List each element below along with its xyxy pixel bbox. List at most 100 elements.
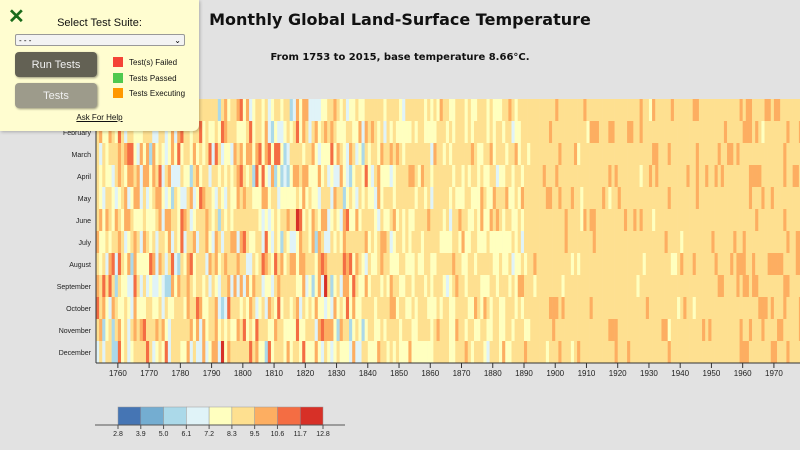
heatmap-cell [705,187,709,209]
chart-subtitle: From 1753 to 2015, base temperature 8.66… [270,52,530,63]
heatmap-cell [498,341,503,363]
heatmap-cell [299,231,303,253]
test-suite-select[interactable]: - - - ⌄ [15,34,185,46]
heatmap-cell [367,231,372,253]
heatmap-cell [720,165,725,187]
heatmap-cell [170,231,175,253]
heatmap-cell [474,165,478,187]
heatmap-cell [395,143,400,165]
heatmap-cell [136,319,141,341]
heatmap-cell [470,187,475,209]
heatmap-cell [145,209,150,231]
heatmap-cell [642,231,647,253]
heatmap-cell [645,275,650,297]
heatmap-cell [330,121,334,143]
heatmap-cell [349,165,353,187]
heatmap-cell [683,121,687,143]
heatmap-cell [614,187,619,209]
heatmap-cell [573,297,578,319]
heatmap-cell [777,231,781,253]
heatmap-cell [580,165,584,187]
heatmap-cell [255,297,259,319]
x-tick-label: 1900 [546,369,564,378]
heatmap-cell [267,165,272,187]
heatmap-cell [180,253,184,275]
x-tick-label: 1910 [578,369,596,378]
heatmap-cell [377,231,381,253]
heatmap-cell [433,319,437,341]
heatmap-cell [205,297,209,319]
heatmap-cell [573,99,578,121]
heatmap-cell [130,209,134,231]
heatmap-cell [333,231,337,253]
heatmap-cell [299,121,303,143]
heatmap-cell [570,253,575,275]
heatmap-cell [474,99,478,121]
heatmap-cell [455,121,459,143]
heatmap-cell [639,143,643,165]
x-tick-label: 1810 [265,369,283,378]
heatmap-cell [748,231,753,253]
heatmap-cell [564,275,569,297]
close-icon[interactable]: ✕ [8,6,25,28]
heatmap-cell [633,209,637,231]
heatmap-cell [258,143,262,165]
heatmap-cell [642,143,647,165]
heatmap-cell [592,187,597,209]
heatmap-cell [195,275,200,297]
heatmap-cell [342,231,347,253]
heatmap-cell [711,275,715,297]
heatmap-cell [498,231,503,253]
heatmap-cell [286,341,290,363]
heatmap-cell [467,209,472,231]
heatmap-cell [748,121,753,143]
heatmap-cell [458,143,462,165]
heatmap-cell [689,143,693,165]
heatmap-cell [117,143,122,165]
heatmap-cell [548,297,553,319]
heatmap-cell [605,275,609,297]
heatmap-cell [592,297,597,319]
heatmap-cell [739,341,743,363]
heatmap-cell [408,275,412,297]
heatmap-cell [264,99,269,121]
x-tick-label: 1780 [171,369,189,378]
heatmap-cell [392,253,397,275]
heatmap-cell [464,253,469,275]
heatmap-cell [405,253,409,275]
heatmap-cell [324,297,328,319]
heatmap-cell [511,297,515,319]
heatmap-cell [414,319,419,341]
heatmap-cell [777,209,781,231]
heatmap-cell [383,231,387,253]
heatmap-cell [486,209,490,231]
heatmap-cell [142,187,147,209]
ask-for-help-link[interactable]: Ask For Help [76,113,123,122]
heatmap-cell [792,319,797,341]
heatmap-cell [130,253,134,275]
heatmap-cell [170,143,175,165]
heatmap-cell [192,341,197,363]
heatmap-cell [370,99,375,121]
heatmap-cell [352,121,356,143]
heatmap-cell [648,165,653,187]
heatmap-cell [589,165,594,187]
heatmap-cell [736,319,740,341]
tests-button[interactable]: Tests [15,83,97,108]
heatmap-cell [655,121,659,143]
heatmap-cell [370,319,375,341]
heatmap-cell [542,143,547,165]
heatmap-cell [748,209,753,231]
heatmap-cell [542,341,547,363]
heatmap-cell [605,187,609,209]
heatmap-cell [483,99,487,121]
heatmap-cell [692,319,697,341]
heatmap-cell [430,209,434,231]
heatmap-cell [689,341,693,363]
heatmap-cell [677,297,681,319]
heatmap-cell [324,275,328,297]
heatmap-cell [783,121,787,143]
run-tests-button[interactable]: Run Tests [15,52,97,77]
heatmap-cell [480,99,484,121]
heatmap-cell [402,121,406,143]
